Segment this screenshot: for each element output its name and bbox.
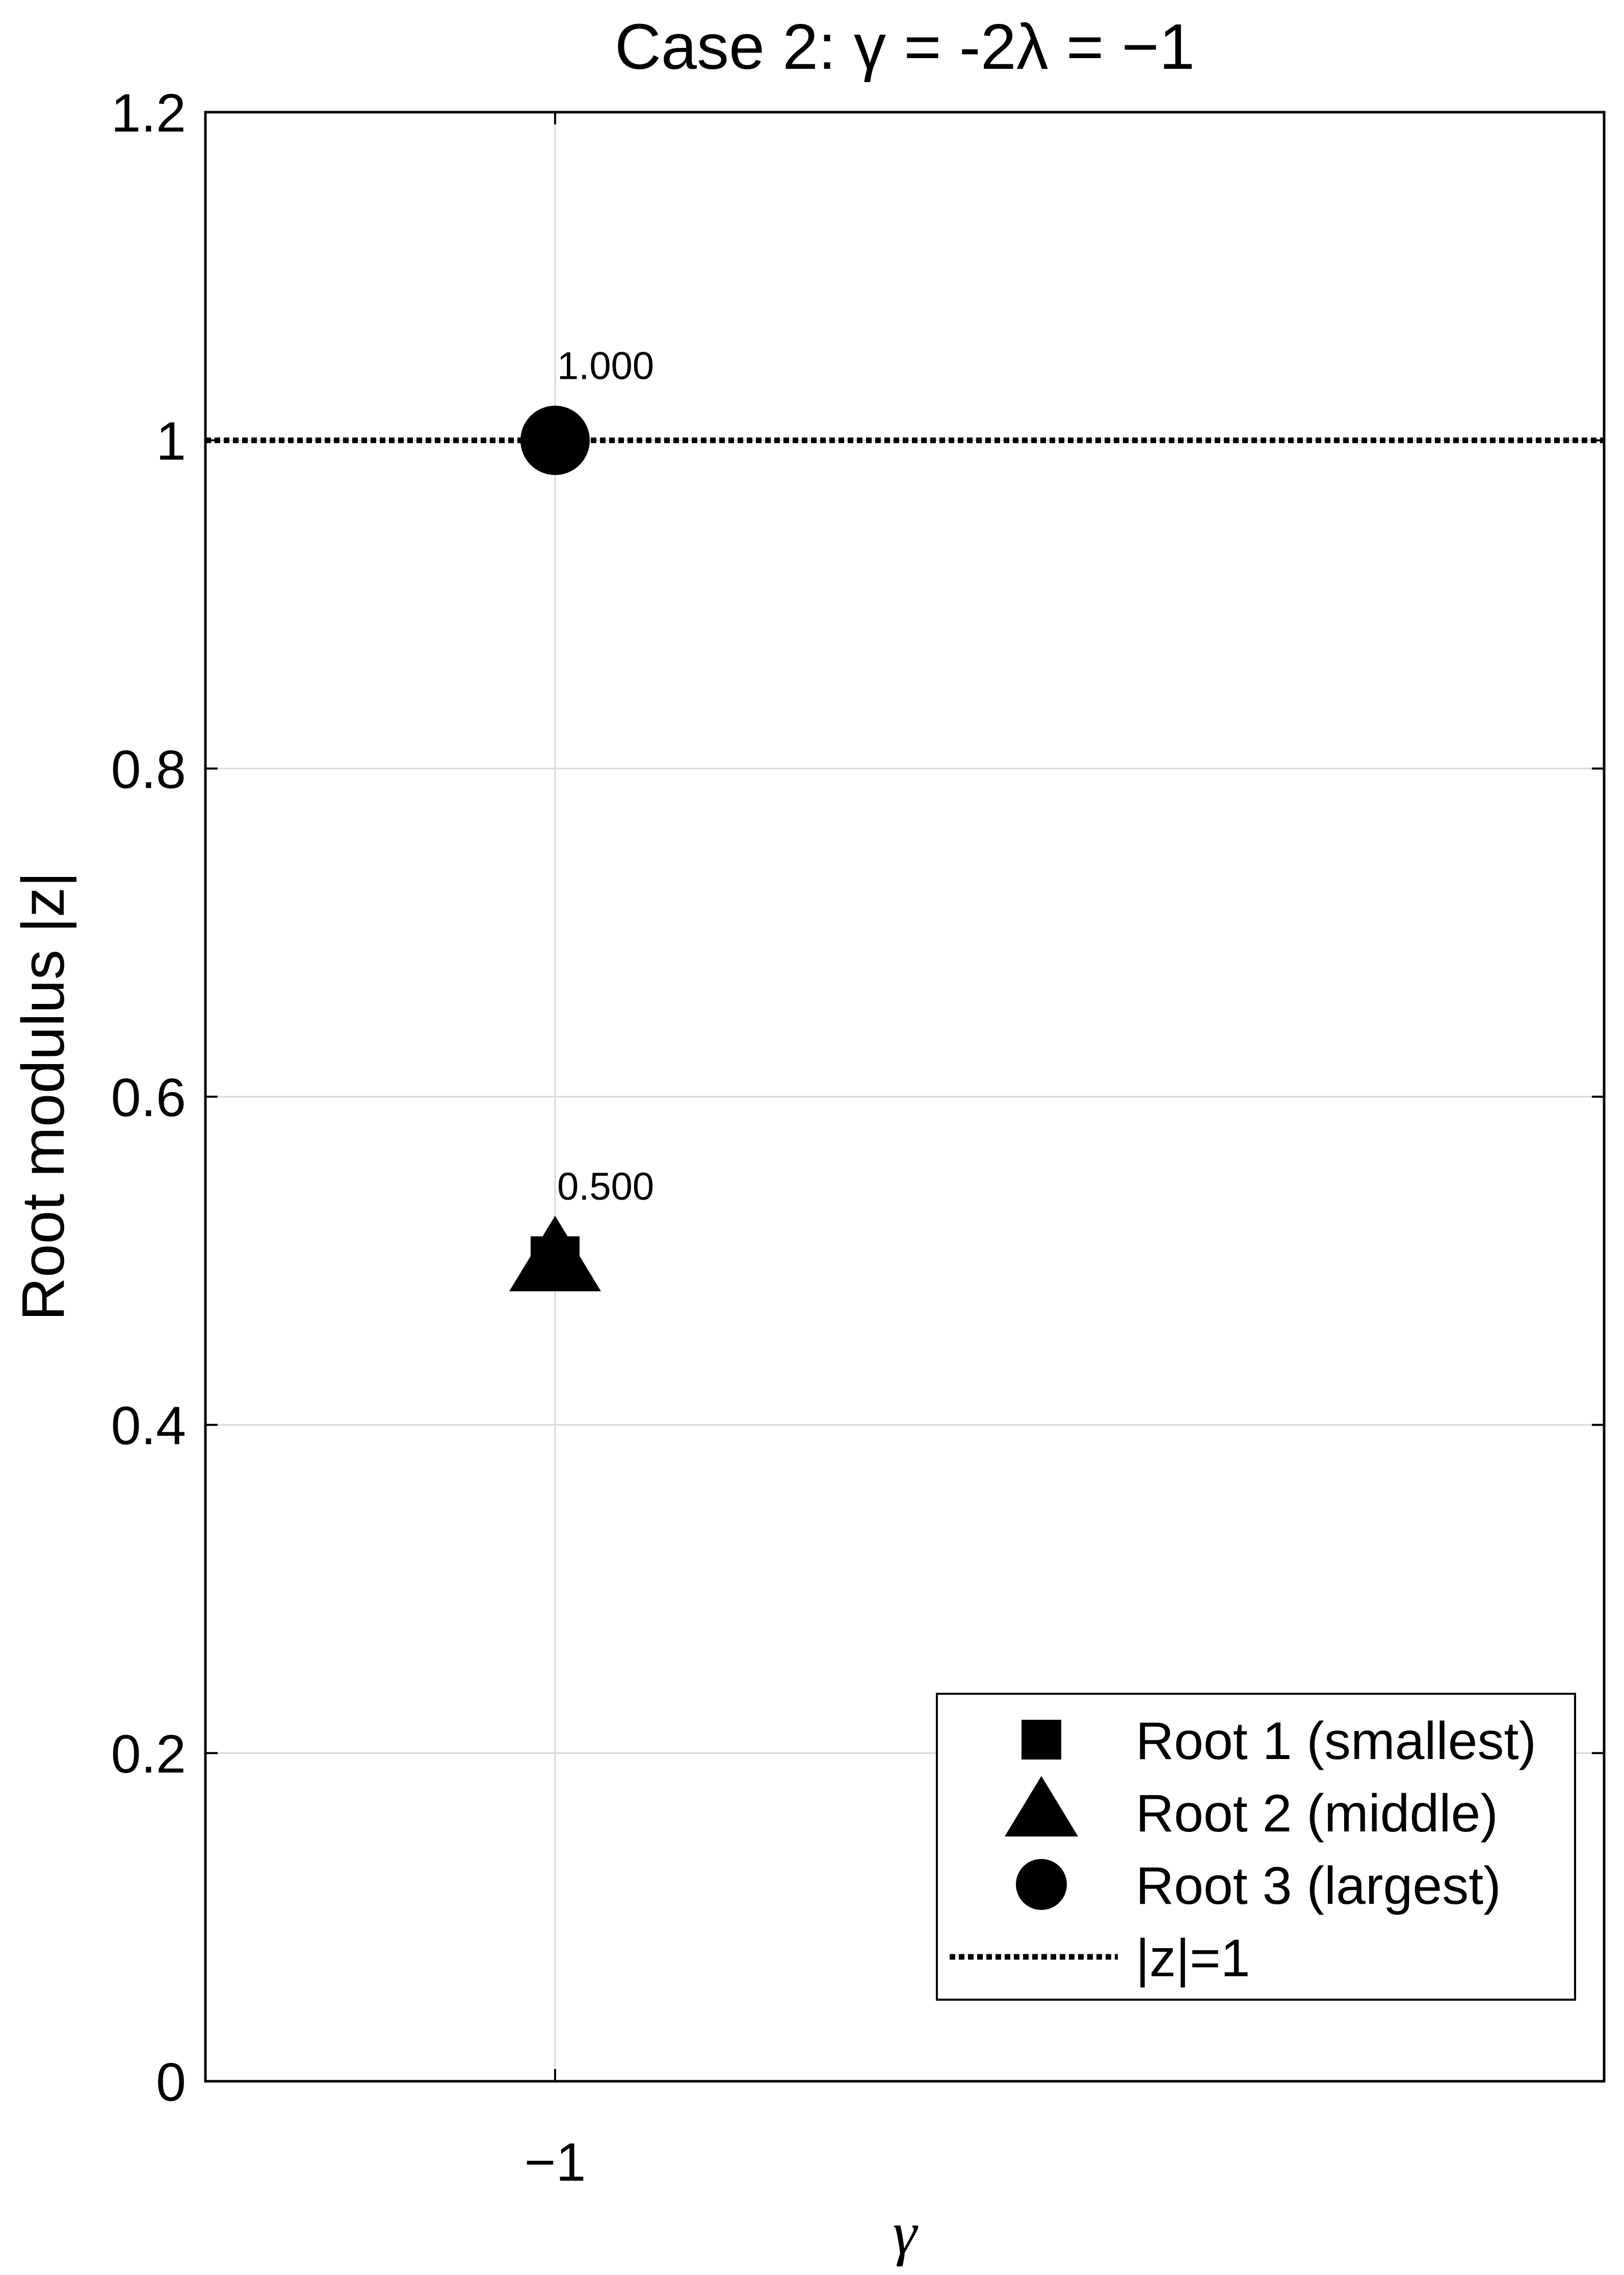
x-tick-labels: −1 bbox=[525, 112, 586, 2192]
legend-square-marker bbox=[1021, 1720, 1061, 1760]
data-point-triangle bbox=[509, 1216, 601, 1291]
legend-entry-label: |z|=1 bbox=[1136, 1929, 1250, 1988]
value-annotation: 1.000 bbox=[557, 345, 654, 388]
y-tick-label: 0.6 bbox=[111, 1068, 186, 1128]
y-tick-label: 1.2 bbox=[111, 83, 186, 143]
legend-entry-label: Root 1 (smallest) bbox=[1136, 1712, 1536, 1771]
y-tick-label: 0.2 bbox=[111, 1724, 186, 1784]
x-tick-label: −1 bbox=[525, 2132, 586, 2192]
y-tick-label: 0 bbox=[156, 2052, 186, 2112]
legend-triangle-marker bbox=[1005, 1776, 1078, 1837]
legend: Root 1 (smallest) Root 2 (middle) Root 3 (… bbox=[936, 1693, 1576, 2001]
legend-circle-marker bbox=[1016, 1859, 1067, 1910]
legend-entry-label: Root 2 (middle) bbox=[1136, 1784, 1498, 1843]
x-axis-label: γ bbox=[893, 2199, 918, 2267]
value-annotation: 0.500 bbox=[557, 1165, 654, 1208]
legend-entry-label: Root 3 (largest) bbox=[1136, 1856, 1501, 1916]
data-annotations: 1.000 0.500 bbox=[557, 345, 654, 1208]
y-tick-label: 0.8 bbox=[111, 739, 186, 799]
data-markers bbox=[509, 405, 601, 1291]
y-tick-label: 1 bbox=[156, 411, 186, 472]
chart-title: Case 2: γ = -2λ = −1 bbox=[615, 11, 1195, 83]
y-tick-label: 0.4 bbox=[111, 1396, 186, 1456]
y-tick-labels: 0 0.2 0.4 0.6 0.8 1 1.2 bbox=[111, 83, 1604, 2112]
data-point-circle bbox=[520, 405, 590, 475]
y-axis-label: Root modulus |z| bbox=[10, 871, 77, 1321]
